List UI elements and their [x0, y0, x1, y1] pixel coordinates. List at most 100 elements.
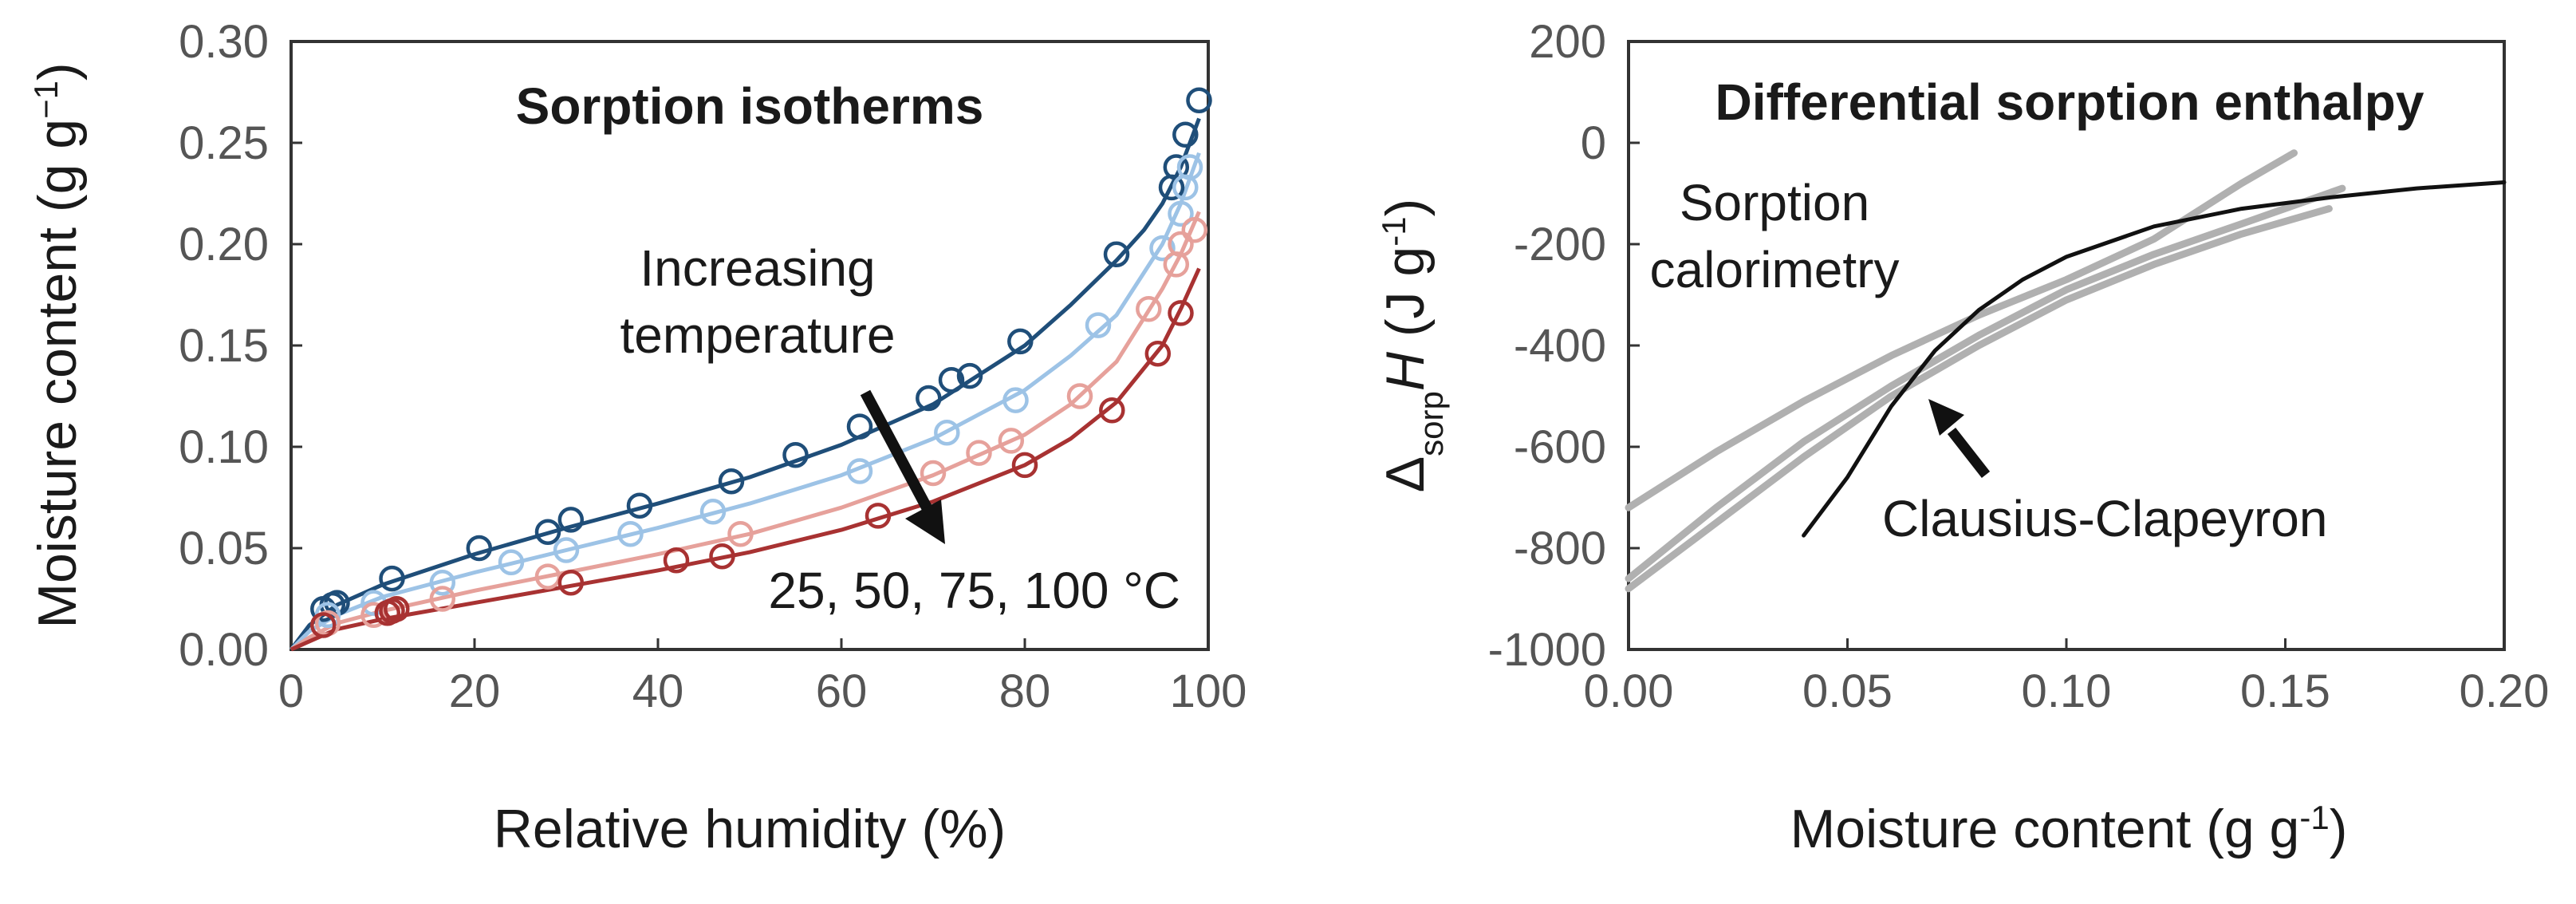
x-tick-label: 80 [999, 665, 1051, 717]
data-point-series-4 [1144, 340, 1172, 367]
data-point-series-2 [1149, 235, 1176, 262]
data-point-series-3 [1181, 216, 1208, 243]
x-tick-label: 0.15 [2240, 665, 2330, 717]
data-point-series-4 [1011, 452, 1038, 479]
y-tick-label: 0.15 [179, 320, 269, 372]
fit-line-4 [290, 267, 1201, 652]
annotation-clausius: Clausius-Clapeyron [1882, 490, 2327, 547]
fit-line-3 [290, 211, 1201, 652]
data-point-series-2 [1002, 387, 1029, 413]
y-tick-label: -400 [1514, 320, 1606, 372]
data-point-series-1 [1007, 328, 1034, 355]
data-point-series-1 [1172, 121, 1199, 148]
data-point-series-2 [846, 458, 873, 484]
annotation-calorimetry: calorimetry [1650, 241, 1900, 298]
chart-title: Differential sorption enthalpy [1715, 73, 2424, 131]
x-tick-label: 0.10 [2022, 665, 2112, 717]
fit-line-1 [290, 117, 1201, 651]
y-axis-title: Moisture content (g g−1) [27, 62, 89, 628]
y-tick-label: 0.30 [179, 16, 269, 68]
axis-ticks: 0 20 40 60 80 100 0.00 0.05 0.10 0.15 0.20 0.25 0.30 [179, 16, 1247, 717]
data-point-series-1 [846, 413, 873, 440]
data-point-series-1 [1103, 241, 1130, 267]
data-point-series-2 [617, 520, 644, 547]
data-point-series-3 [998, 428, 1025, 454]
fit-line-2 [290, 152, 1201, 651]
x-tick-label: 40 [632, 665, 684, 717]
data-point-series-4 [1099, 397, 1125, 424]
y-tick-label: 0.10 [179, 421, 269, 473]
y-tick-label: 0.00 [179, 624, 269, 676]
plot-frame [1627, 40, 2506, 651]
chart-title: Sorption isotherms [516, 77, 984, 135]
annotation-temperature: temperature [620, 306, 895, 364]
x-tick-label: 0.00 [1584, 665, 1674, 717]
calorimetry-line-3 [1625, 205, 2333, 593]
data-point-series-2 [934, 419, 960, 446]
data-points [310, 87, 1212, 638]
data-point-series-1 [956, 362, 983, 389]
data-point-series-3 [966, 440, 992, 466]
annotation-increasing: Increasing [640, 239, 875, 297]
x-tick-label: 0 [278, 665, 304, 717]
fit-curves [290, 117, 1201, 652]
data-point-series-2 [1176, 154, 1203, 180]
data-point-series-2 [429, 569, 456, 596]
data-point-series-4 [709, 543, 735, 570]
x-tick-label: 100 [1170, 665, 1247, 717]
sorption-enthalpy-chart: 0.00 0.05 0.10 0.15 0.20 -1000 -800 -600 -400 -20… [1375, 16, 2550, 859]
data-point-series-2 [498, 549, 525, 576]
data-point-series-2 [1085, 312, 1112, 338]
calorimetry-line-1 [1625, 149, 2298, 511]
y-tick-label: -1000 [1488, 624, 1606, 676]
data-point-series-1 [626, 492, 653, 519]
annotation-sorption: Sorption [1680, 174, 1869, 231]
data-point-series-4 [865, 503, 892, 529]
y-axis-title: ΔsorpH (J g-1) [1375, 199, 1450, 493]
data-point-series-4 [310, 612, 337, 638]
data-point-series-1 [534, 519, 561, 545]
data-point-series-1 [938, 366, 965, 393]
y-tick-label: -800 [1514, 523, 1606, 574]
y-tick-label: 0.25 [179, 117, 269, 169]
data-point-series-1 [379, 565, 405, 592]
y-tick-label: 0.20 [179, 219, 269, 270]
data-point-series-2 [553, 537, 580, 563]
data-point-series-3 [429, 586, 456, 612]
calorimetry-line-2 [1625, 184, 2346, 582]
y-tick-label: 0.05 [179, 523, 269, 574]
data-point-series-3 [1136, 296, 1162, 322]
data-point-series-3 [534, 563, 561, 590]
data-point-series-3 [360, 602, 387, 629]
data-point-series-4 [557, 569, 585, 596]
x-tick-label: 20 [449, 665, 501, 717]
data-point-series-1 [718, 468, 745, 495]
y-tick-label: -600 [1514, 421, 1606, 473]
x-axis-title: Moisture content (g g-1) [1790, 799, 2348, 860]
data-point-series-3 [1066, 383, 1093, 409]
clausius-arrow [1928, 399, 1991, 479]
y-tick-label: 200 [1529, 16, 1606, 68]
data-point-series-3 [727, 520, 754, 547]
data-point-series-1 [782, 441, 809, 468]
data-point-series-1 [916, 385, 942, 412]
data-point-series-4 [384, 595, 410, 622]
data-point-series-1 [1186, 87, 1212, 113]
data-point-series-3 [920, 460, 947, 487]
sorption-isotherms-chart: 0 20 40 60 80 100 0.00 0.05 0.10 0.15 0.20 0.25 0.30… [27, 16, 1247, 859]
x-tick-label: 0.05 [1802, 665, 1893, 717]
axis-ticks: 0.00 0.05 0.10 0.15 0.20 -1000 -800 -600 -400 -20… [1488, 16, 2550, 717]
x-axis-title: Relative humidity (%) [494, 799, 1006, 859]
x-tick-label: 60 [816, 665, 868, 717]
clausius-clapeyron-line [1802, 180, 2507, 538]
data-lines [1625, 149, 2507, 593]
data-point-series-4 [1168, 300, 1194, 326]
data-point-series-3 [1168, 231, 1194, 258]
data-point-series-1 [466, 535, 493, 562]
y-tick-label: 0 [1581, 117, 1606, 169]
temperature-arrow [860, 389, 945, 544]
data-point-series-2 [699, 499, 727, 525]
y-tick-label: -200 [1514, 219, 1606, 270]
data-point-series-2 [1168, 200, 1194, 227]
